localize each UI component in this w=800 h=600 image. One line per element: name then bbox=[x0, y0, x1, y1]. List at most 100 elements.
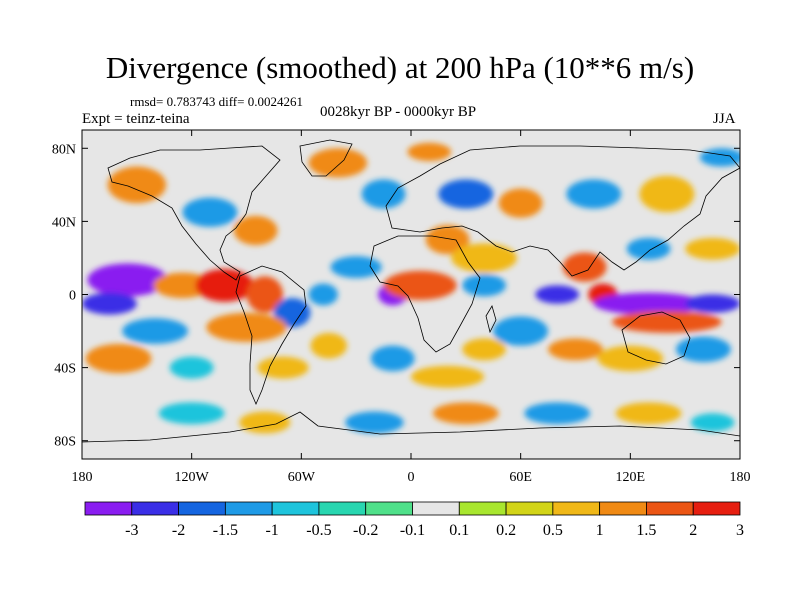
colorbar-swatch-10 bbox=[552, 501, 601, 516]
field-blob-35 bbox=[239, 411, 291, 434]
colorbar-swatch-7 bbox=[412, 501, 460, 516]
stats-text: rmsd= 0.783743 diff= 0.0024261 bbox=[130, 94, 303, 109]
field-blob-9 bbox=[169, 356, 214, 379]
coastline-madagascar bbox=[485, 305, 497, 334]
colorbar-swatch-11 bbox=[599, 501, 647, 516]
colorbar-swatch-5 bbox=[318, 501, 367, 516]
coastline-greenland bbox=[299, 139, 353, 177]
field-blob-29 bbox=[548, 338, 603, 361]
coastline-africa bbox=[369, 235, 481, 353]
divergence-field bbox=[82, 142, 740, 434]
colorbar-label-4: -0.5 bbox=[306, 522, 331, 539]
colorbar-label-11: 1.5 bbox=[636, 522, 656, 539]
colorbar-label-1: -2 bbox=[172, 522, 185, 539]
field-blob-23 bbox=[685, 294, 740, 313]
field-blob-39 bbox=[615, 402, 682, 425]
field-blob-41 bbox=[107, 166, 167, 204]
field-blob-49 bbox=[566, 179, 622, 209]
coastline-south-america bbox=[235, 265, 307, 406]
colorbar-swatch-9 bbox=[505, 501, 554, 516]
field-blob-33 bbox=[370, 345, 415, 372]
colorbar-label-9: 0.5 bbox=[543, 522, 563, 539]
field-blob-0 bbox=[87, 263, 168, 297]
field-blob-34 bbox=[158, 402, 225, 425]
field-blob-45 bbox=[361, 179, 406, 209]
colorbar-label-6: -0.1 bbox=[400, 522, 425, 539]
field-blob-44 bbox=[308, 148, 368, 178]
coastline-eurasia bbox=[385, 145, 740, 277]
field-blob-30 bbox=[597, 345, 664, 372]
colorbar-swatch-3 bbox=[224, 501, 273, 516]
colorbar-label-3: -1 bbox=[265, 522, 278, 539]
field-blob-5 bbox=[273, 298, 311, 328]
axes: 180 120W 60W 0 60E 120E 180 80N 40N 0 40S 80S bbox=[52, 130, 751, 485]
field-blob-37 bbox=[432, 402, 499, 425]
experiment-label: Expt = teinz-teina bbox=[82, 111, 190, 127]
field-blob-8 bbox=[85, 343, 152, 374]
colorbar-label-10: 1 bbox=[596, 522, 604, 539]
y-tick-label-3: 40S bbox=[54, 362, 76, 377]
field-blob-7 bbox=[122, 318, 189, 344]
colorbar-swatch-6 bbox=[365, 501, 413, 516]
field-blob-48 bbox=[498, 188, 543, 218]
field-blob-25 bbox=[626, 237, 671, 260]
y-tick-label-1: 40N bbox=[52, 215, 76, 230]
colorbar-label-13: 3 bbox=[736, 522, 744, 539]
colorbar-swatch-12 bbox=[646, 501, 694, 516]
y-tick-label-2: 0 bbox=[69, 289, 76, 304]
field-blob-17 bbox=[462, 274, 507, 297]
field-blob-13 bbox=[330, 256, 382, 279]
x-tick-label-3: 0 bbox=[408, 470, 415, 485]
colorbar-swatch-1 bbox=[131, 501, 179, 516]
y-tick-label-4: 80S bbox=[54, 435, 76, 450]
period-label: 0028kyr BP - 0000kyr BP bbox=[320, 104, 477, 120]
colorbar: -3 -2 -1.5 -1 -0.5 -0.2 -0.1 0.1 0.2 0.5 1 1.5 2 3 bbox=[84, 501, 744, 539]
field-blob-3 bbox=[195, 268, 254, 302]
season-label: JJA bbox=[713, 111, 736, 127]
field-blob-2 bbox=[153, 272, 212, 299]
x-tick-label-0: 180 bbox=[72, 470, 93, 485]
field-blob-42 bbox=[182, 197, 238, 227]
colorbar-label-12: 2 bbox=[689, 522, 697, 539]
colorbar-swatch-13 bbox=[692, 501, 741, 516]
field-blob-18 bbox=[451, 243, 518, 273]
field-blob-19 bbox=[535, 285, 580, 304]
x-tick-label-1: 120W bbox=[175, 470, 210, 485]
coastlines bbox=[82, 139, 740, 443]
field-blob-31 bbox=[676, 336, 731, 363]
field-blob-38 bbox=[524, 402, 591, 425]
colorbar-label-8: 0.2 bbox=[496, 522, 516, 539]
field-blob-26 bbox=[685, 237, 740, 260]
y-tick-label-0: 80N bbox=[52, 142, 76, 157]
x-tick-label-5: 120E bbox=[616, 470, 646, 485]
field-blob-15 bbox=[383, 270, 457, 300]
field-blob-32 bbox=[411, 365, 485, 388]
colorbar-label-2: -1.5 bbox=[213, 522, 238, 539]
field-blob-36 bbox=[345, 411, 404, 434]
coastline-australia bbox=[621, 311, 691, 365]
colorbar-label-7: 0.1 bbox=[449, 522, 469, 539]
field-blob-10 bbox=[257, 356, 309, 379]
field-blob-47 bbox=[438, 179, 494, 209]
field-blob-1 bbox=[82, 292, 137, 315]
colorbar-label-5: -0.2 bbox=[353, 522, 378, 539]
field-blob-43 bbox=[233, 215, 278, 246]
field-blob-11 bbox=[310, 332, 348, 359]
coastline-antarctica bbox=[82, 411, 740, 443]
field-blob-22 bbox=[593, 292, 704, 315]
x-tick-label-2: 60W bbox=[288, 470, 316, 485]
field-blob-28 bbox=[462, 338, 507, 361]
field-blob-46 bbox=[407, 142, 452, 162]
colorbar-swatch-0 bbox=[84, 501, 133, 516]
colorbar-label-0: -3 bbox=[125, 522, 138, 539]
colorbar-swatch-2 bbox=[178, 501, 226, 516]
field-blob-51 bbox=[699, 148, 740, 167]
colorbar-swatch-8 bbox=[458, 501, 507, 516]
chart-title: Divergence (smoothed) at 200 hPa (10**6 … bbox=[105, 50, 695, 85]
field-blob-12 bbox=[308, 283, 338, 306]
field-blob-4 bbox=[246, 276, 284, 313]
coastline-north-america bbox=[107, 145, 281, 281]
field-blob-20 bbox=[562, 252, 607, 282]
field-blob-27 bbox=[493, 316, 549, 346]
